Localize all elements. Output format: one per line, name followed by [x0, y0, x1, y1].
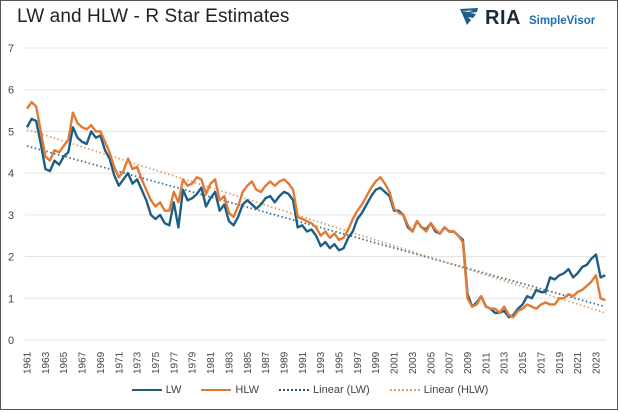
- x-tick-label: 2001: [390, 351, 401, 374]
- chart-legend: LW HLW Linear (LW) Linear (HLW): [0, 384, 620, 396]
- y-tick-label: 4: [8, 168, 14, 180]
- legend-swatch-lw: [131, 389, 162, 391]
- y-tick-label: 0: [8, 335, 14, 347]
- brand-logo: RIA SimpleVisor: [458, 6, 595, 31]
- y-tick-label: 3: [8, 210, 14, 222]
- logo-subtext: SimpleVisor: [528, 14, 596, 27]
- x-tick-label: 1999: [371, 351, 382, 374]
- legend-item-linear-lw: Linear (LW): [279, 384, 370, 396]
- y-tick-label: 5: [8, 126, 14, 138]
- legend-item-hlw: HLW: [201, 384, 259, 396]
- y-tick-label: 6: [8, 85, 14, 97]
- x-tick-label: 1993: [316, 351, 327, 374]
- x-tick-label: 1981: [206, 351, 217, 374]
- x-tick-label: 2009: [463, 351, 474, 374]
- x-tick-label: 2003: [408, 351, 419, 374]
- x-tick-label: 1977: [169, 351, 180, 374]
- x-tick-label: 1995: [335, 351, 346, 374]
- x-tick-label: 2017: [536, 351, 547, 374]
- x-tick-label: 1965: [59, 351, 70, 374]
- logo-text: RIA: [485, 7, 521, 29]
- x-tick-label: 1989: [279, 351, 290, 374]
- series-line-hlw: [26, 100, 606, 319]
- x-tick-label: 1983: [224, 351, 235, 374]
- x-tick-label: 1961: [23, 351, 34, 374]
- x-tick-label: 2007: [445, 351, 456, 374]
- x-tick-label: 1985: [243, 351, 254, 374]
- series-line-lw: [25, 117, 606, 319]
- x-tick-label: 1997: [353, 351, 364, 374]
- legend-swatch-linear-hlw: [389, 389, 420, 391]
- x-axis-ticks: 1961 1963 1965 1967 1969 1971 1973 1975 1977 1979…: [23, 351, 603, 374]
- x-tick-label: 1975: [151, 351, 162, 374]
- x-tick-label: 2021: [573, 351, 584, 374]
- y-axis-ticks: 0 1 2 3 4 5 6 7: [8, 43, 14, 347]
- y-tick-label: 7: [8, 43, 14, 55]
- x-tick-label: 1969: [96, 351, 107, 374]
- x-tick-label: 1963: [41, 351, 52, 374]
- x-tick-label: 1991: [298, 351, 309, 374]
- series-lines: [25, 100, 606, 319]
- legend-label-linear-hlw: Linear (HLW): [423, 384, 489, 396]
- legend-item-lw: LW: [131, 384, 182, 396]
- x-tick-label: 2013: [500, 351, 511, 374]
- chart-title: LW and HLW - R Star Estimates: [17, 6, 290, 27]
- eagle-shield-icon: [458, 6, 480, 31]
- x-tick-label: 2005: [426, 351, 437, 374]
- legend-label-hlw: HLW: [235, 384, 260, 396]
- x-tick-label: 2011: [481, 352, 492, 374]
- legend-label-lw: LW: [165, 384, 182, 396]
- legend-swatch-hlw: [201, 389, 232, 391]
- y-tick-label: 2: [8, 252, 14, 264]
- x-tick-label: 2015: [518, 351, 529, 374]
- legend-item-linear-hlw: Linear (HLW): [389, 384, 489, 396]
- x-tick-label: 1967: [78, 351, 89, 374]
- x-tick-label: 1973: [133, 351, 144, 374]
- x-tick-label: 1979: [188, 351, 199, 374]
- y-tick-label: 1: [8, 293, 14, 305]
- legend-label-linear-lw: Linear (LW): [313, 384, 370, 396]
- x-tick-label: 1971: [114, 351, 125, 374]
- trendline-linear-hlw: [26, 128, 606, 314]
- x-tick-label: 2019: [555, 351, 566, 374]
- gridlines: [25, 47, 606, 341]
- x-tick-label: 1987: [261, 351, 272, 374]
- legend-swatch-linear-lw: [279, 389, 310, 391]
- x-tick-label: 2023: [592, 351, 603, 374]
